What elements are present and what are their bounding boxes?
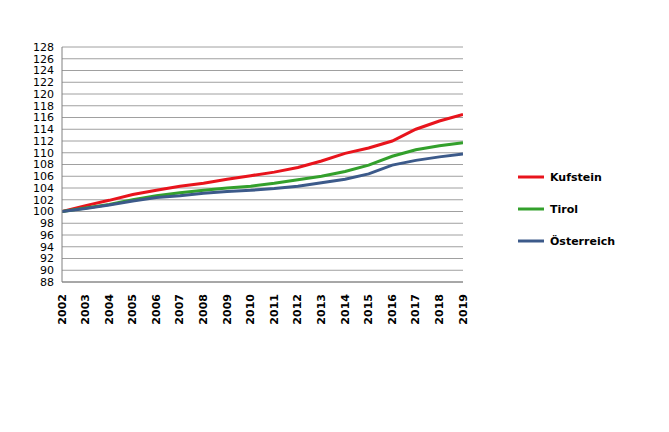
svg-text:2017: 2017	[409, 294, 422, 325]
svg-text:120: 120	[33, 88, 54, 101]
svg-text:108: 108	[33, 158, 54, 171]
svg-text:118: 118	[33, 100, 54, 113]
svg-text:2015: 2015	[362, 294, 375, 325]
svg-text:88: 88	[40, 276, 54, 289]
svg-text:2019: 2019	[457, 294, 470, 325]
svg-text:2002: 2002	[56, 294, 69, 325]
svg-text:2005: 2005	[126, 294, 139, 325]
svg-text:114: 114	[33, 123, 54, 136]
svg-text:104: 104	[33, 182, 54, 195]
svg-text:92: 92	[40, 252, 54, 265]
svg-text:2016: 2016	[386, 294, 399, 325]
html-text:Tirol: Tirol	[550, 202, 578, 216]
svg-text:126: 126	[33, 53, 54, 66]
svg-text:116: 116	[33, 111, 54, 124]
svg-text:90: 90	[40, 264, 54, 277]
svg-text:2004: 2004	[103, 294, 116, 325]
svg-text:124: 124	[33, 64, 54, 77]
svg-text:2013: 2013	[315, 294, 328, 325]
svg-text:122: 122	[33, 76, 54, 89]
svg-text:2018: 2018	[433, 294, 446, 325]
svg-text:102: 102	[33, 194, 54, 207]
svg-text:2008: 2008	[197, 294, 210, 325]
svg-text:2003: 2003	[79, 294, 92, 325]
svg-text:106: 106	[33, 170, 54, 183]
svg-text:2009: 2009	[221, 294, 234, 325]
svg-text:2010: 2010	[244, 294, 257, 325]
svg-text:98: 98	[40, 217, 54, 230]
svg-text:94: 94	[40, 241, 54, 254]
svg-text:2006: 2006	[150, 294, 163, 325]
html-text:Österreich: Österreich	[550, 234, 616, 248]
svg-text:96: 96	[40, 229, 54, 242]
svg-text:100: 100	[33, 205, 54, 218]
svg-text:2014: 2014	[339, 294, 352, 325]
svg-text:2007: 2007	[173, 294, 186, 325]
svg-text:2011: 2011	[268, 294, 281, 325]
svg-text:110: 110	[33, 147, 54, 160]
svg-text:128: 128	[33, 41, 54, 54]
svg-text:112: 112	[33, 135, 54, 148]
html-text:Kufstein: Kufstein	[550, 170, 602, 184]
svg-text:2012: 2012	[291, 294, 304, 325]
